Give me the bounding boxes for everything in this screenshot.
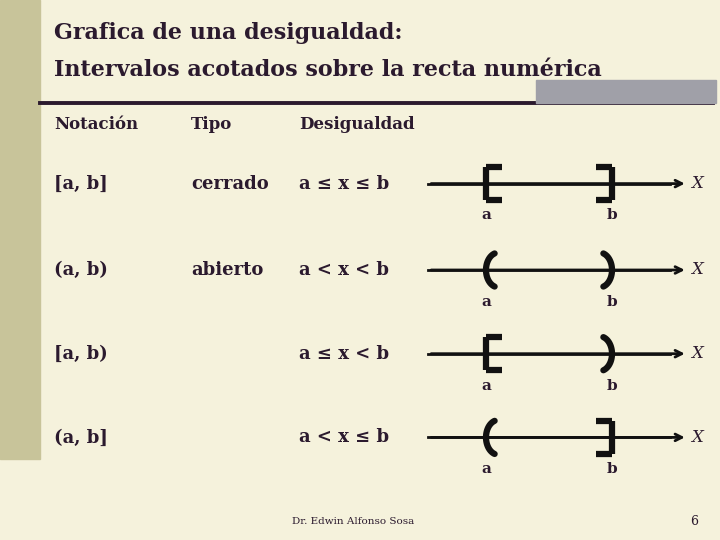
Text: Intervalos acotados sobre la recta numérica: Intervalos acotados sobre la recta numér… — [54, 59, 602, 82]
Text: [a, b]: [a, b] — [54, 174, 108, 193]
Text: X: X — [691, 429, 703, 446]
Text: a ≤ x < b: a ≤ x < b — [299, 345, 389, 363]
Text: b: b — [607, 295, 617, 309]
Text: X: X — [691, 261, 703, 279]
Text: X: X — [691, 345, 703, 362]
Text: Grafica de una desigualdad:: Grafica de una desigualdad: — [54, 22, 402, 44]
Text: Desigualdad: Desigualdad — [299, 116, 415, 133]
Text: 6: 6 — [690, 515, 698, 528]
Text: cerrado: cerrado — [191, 174, 269, 193]
Text: a: a — [481, 295, 491, 309]
Text: b: b — [607, 379, 617, 393]
Bar — [0, 0, 40, 459]
Text: b: b — [607, 208, 617, 222]
Text: Dr. Edwin Alfonso Sosa: Dr. Edwin Alfonso Sosa — [292, 517, 414, 525]
Text: a: a — [481, 379, 491, 393]
Bar — [536, 80, 716, 103]
Text: X: X — [691, 175, 703, 192]
Text: a: a — [481, 462, 491, 476]
Text: [a, b): [a, b) — [54, 345, 108, 363]
Text: a: a — [481, 208, 491, 222]
Text: b: b — [607, 462, 617, 476]
Text: Tipo: Tipo — [191, 116, 232, 133]
Text: a < x ≤ b: a < x ≤ b — [299, 428, 389, 447]
Text: a < x < b: a < x < b — [299, 261, 389, 279]
Text: a ≤ x ≤ b: a ≤ x ≤ b — [299, 174, 389, 193]
Text: (a, b]: (a, b] — [54, 428, 108, 447]
Text: Notación: Notación — [54, 116, 138, 133]
Text: abierto: abierto — [191, 261, 264, 279]
Text: (a, b): (a, b) — [54, 261, 108, 279]
